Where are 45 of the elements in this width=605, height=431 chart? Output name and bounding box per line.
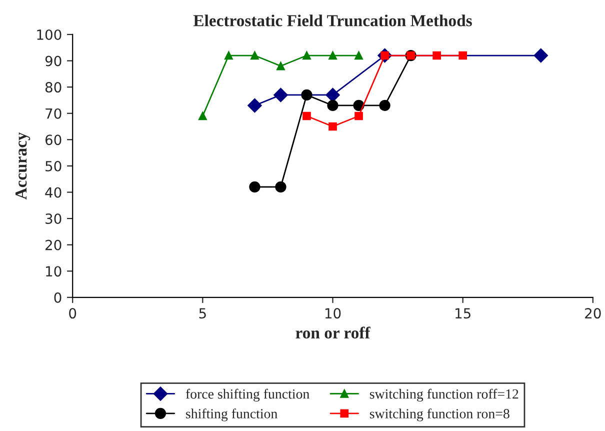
point — [432, 51, 441, 60]
point — [379, 100, 390, 112]
y-tick-label: 90 — [45, 56, 62, 66]
point — [274, 88, 288, 102]
point — [250, 51, 259, 60]
y-tick-label: 60 — [45, 134, 62, 146]
point — [302, 51, 311, 60]
point — [354, 112, 363, 120]
y-tick-label: 20 — [46, 240, 62, 250]
x-tick-label: 10 — [325, 308, 341, 319]
point — [534, 48, 548, 63]
point — [327, 100, 338, 112]
y-tick-label: 40 — [45, 187, 62, 198]
y-axis-title: Accuracy — [16, 132, 30, 200]
point — [224, 51, 233, 60]
y-tick-label: 30 — [46, 213, 62, 224]
legend-label: switching function roff=12 — [370, 388, 518, 402]
point — [353, 100, 364, 112]
point — [249, 181, 260, 193]
point — [301, 89, 312, 101]
point — [328, 51, 337, 60]
legend-label: force shifting function — [186, 388, 310, 402]
y-tick-label: 100 — [37, 29, 62, 40]
y-tick-label: 50 — [46, 160, 62, 172]
x-axis-title: ron or roff — [296, 326, 370, 339]
y-tick-label: 10 — [46, 266, 62, 277]
point — [326, 88, 340, 102]
x-tick-label: 15 — [456, 308, 470, 319]
point — [354, 51, 363, 60]
x-tick-label: 20 — [585, 308, 601, 319]
legend-label: shifting function — [186, 408, 278, 422]
point — [458, 51, 467, 60]
y-tick-label: 70 — [46, 108, 62, 119]
point — [276, 62, 285, 70]
y-tick-label: 0 — [54, 292, 62, 303]
x-tick-label: 5 — [199, 308, 206, 319]
point — [302, 112, 311, 120]
point — [328, 122, 337, 131]
x-tick-label: 0 — [69, 308, 76, 319]
chart-title: Electrostatic Field Truncation Methods — [193, 14, 472, 26]
point — [248, 98, 262, 113]
point — [198, 112, 207, 120]
point — [275, 181, 286, 193]
legend-label: switching function ron=8 — [370, 408, 510, 422]
y-tick-label: 80 — [45, 82, 62, 93]
